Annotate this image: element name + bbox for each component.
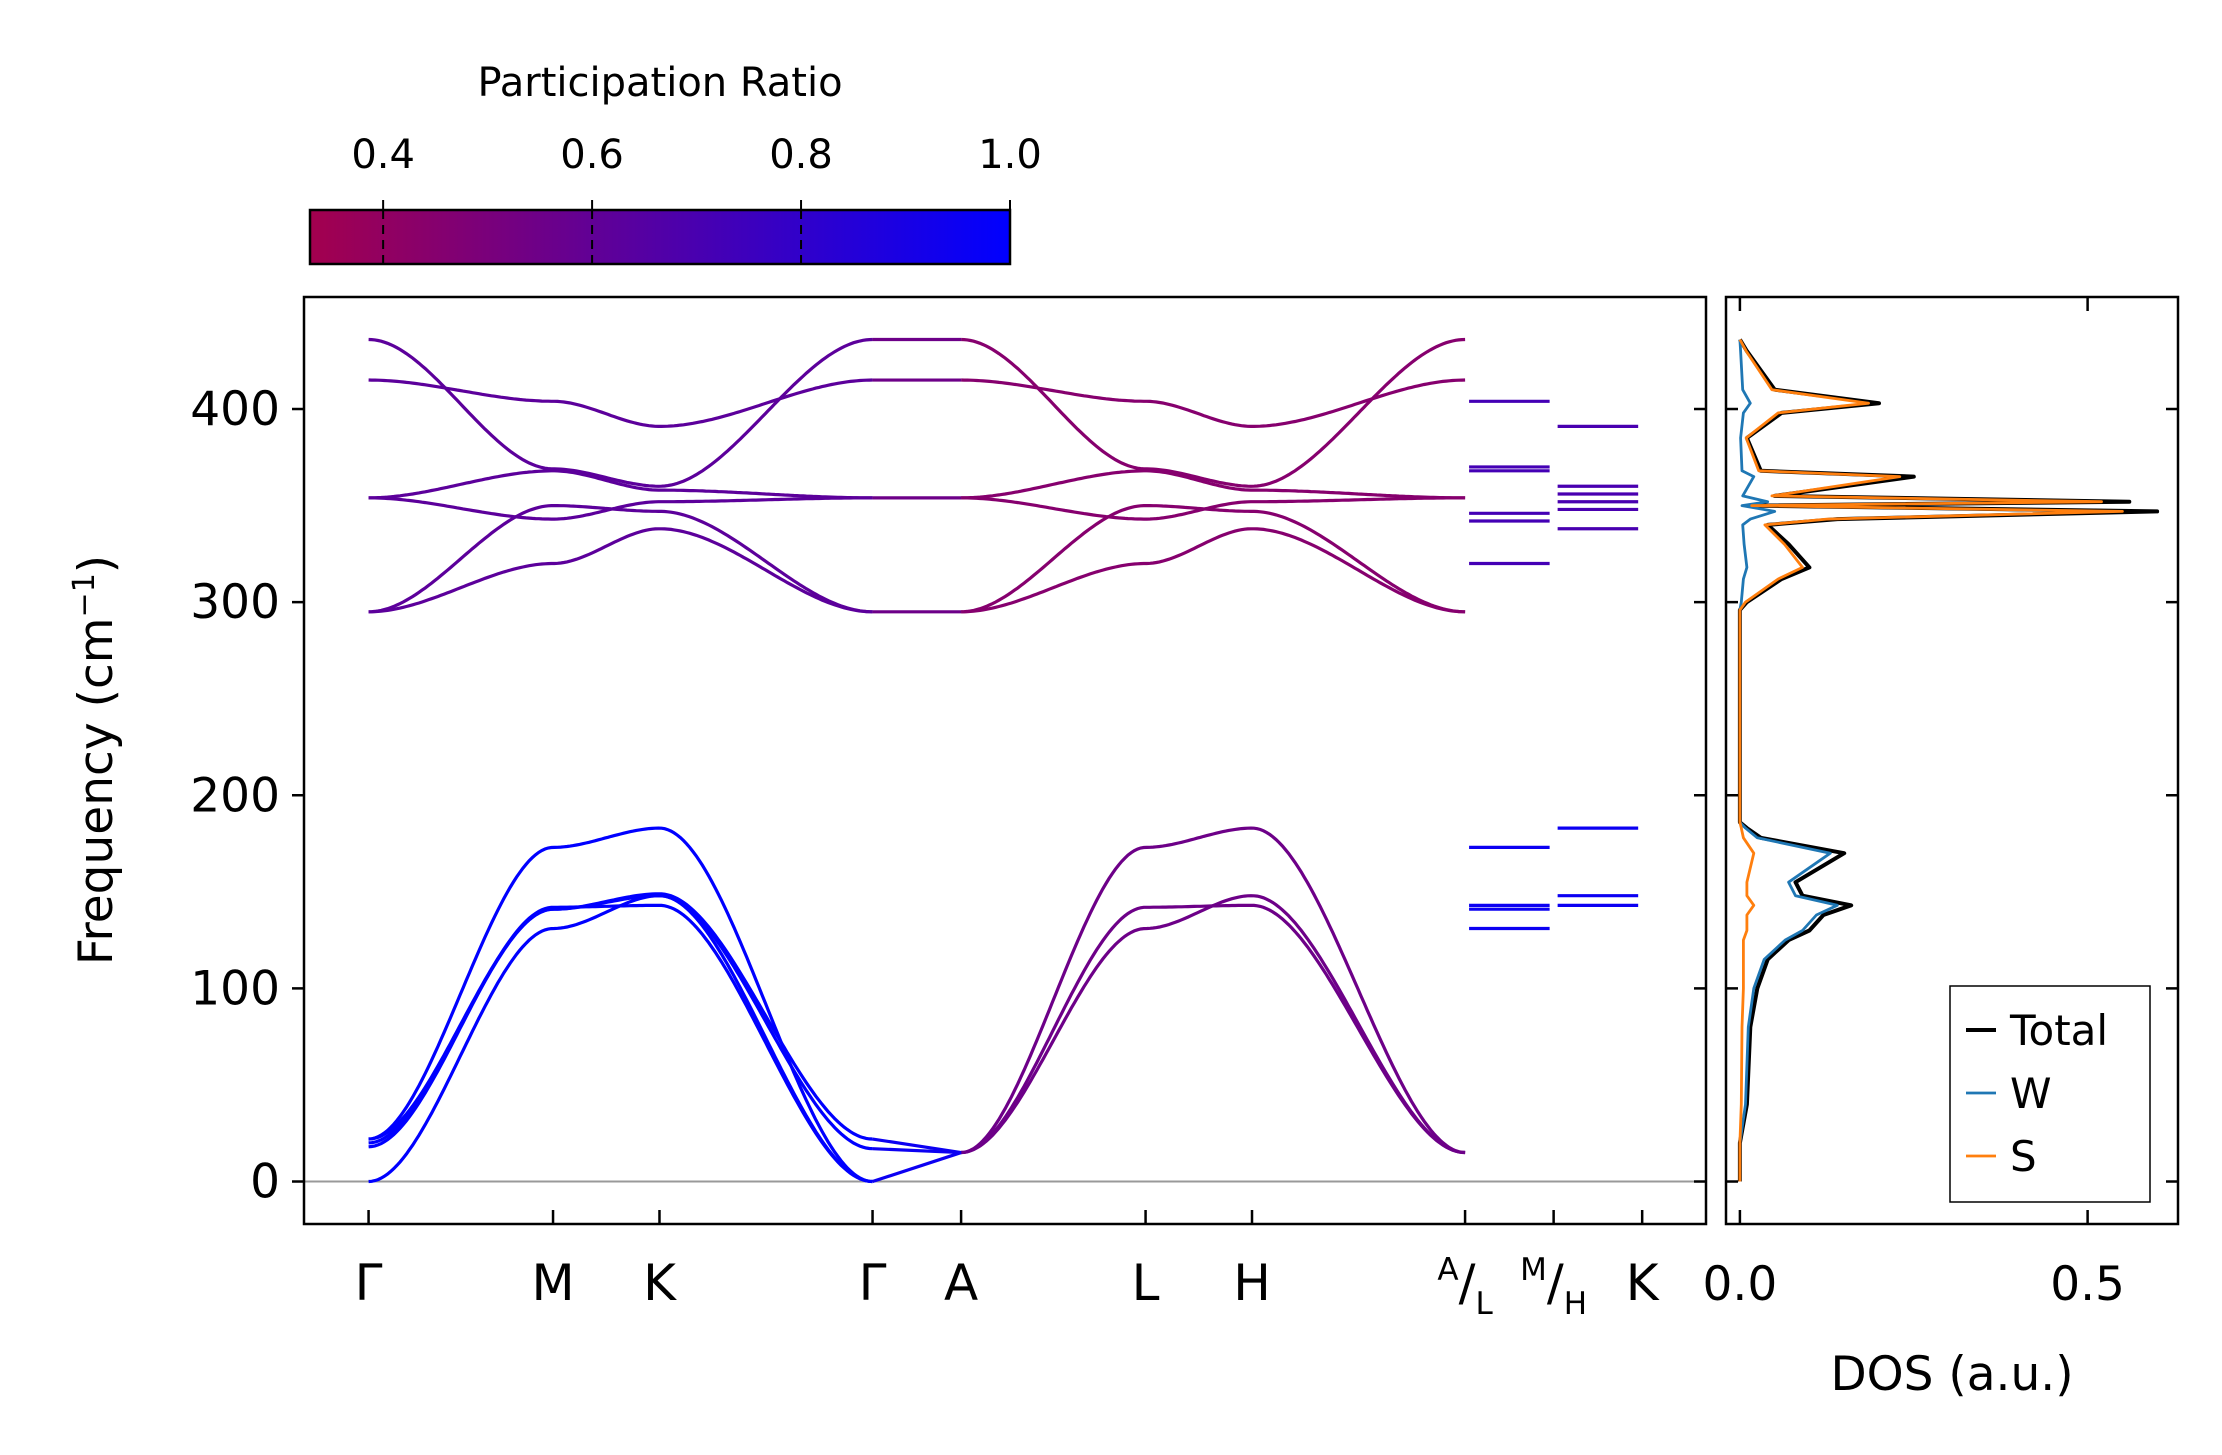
band-lines — [304, 337, 1706, 1184]
k-point-label: M — [531, 1254, 574, 1312]
dos-ticks: 0.0 0.5 — [1694, 297, 2178, 1312]
y-tick-label: 100 — [190, 961, 280, 1016]
k-point-label: K — [1626, 1254, 1660, 1312]
colorbar-gradient — [308, 208, 1012, 266]
dos-series-w — [1738, 339, 1839, 1182]
dos-x-tick-label: 0.5 — [2050, 1257, 2125, 1312]
optical-band — [961, 378, 1466, 428]
acoustic-band — [960, 826, 1466, 1155]
acoustic-band — [872, 1147, 962, 1155]
dos-axis-label: DOS (a.u.) — [1830, 1347, 2073, 1402]
colorbar-tick-label: 0.4 — [351, 132, 415, 178]
colorbar-tick-label: 0.6 — [560, 132, 624, 178]
acoustic-band — [368, 894, 873, 1151]
k-point-label: A/L — [1437, 1252, 1493, 1322]
optical-band — [961, 527, 1466, 614]
acoustic-band — [368, 894, 873, 1184]
legend-label: W — [2010, 1069, 2052, 1118]
k-point-label: Γ — [355, 1254, 383, 1312]
dos-series-s — [1738, 338, 2124, 1182]
colorbar-title: Participation Ratio — [477, 60, 842, 106]
optical-band — [961, 337, 1466, 488]
colorbar-tick-label: 0.8 — [769, 132, 833, 178]
y-tick-label: 400 — [190, 382, 280, 437]
k-point-label: Γ — [859, 1254, 887, 1312]
acoustic-band — [872, 1151, 962, 1184]
colorbar-tick-label: 1.0 — [978, 132, 1042, 178]
k-point-label: L — [1132, 1254, 1160, 1312]
optical-band — [368, 527, 873, 614]
dos-x-tick-label: 0.0 — [1703, 1257, 1778, 1312]
band-k-ticks: Γ M K Γ A L H A/LM/H K — [355, 1210, 1660, 1322]
acoustic-band — [872, 1137, 962, 1155]
optical-band — [961, 504, 1466, 614]
legend-label: S — [2010, 1132, 2037, 1181]
optical-band — [368, 496, 873, 521]
acoustic-band — [961, 894, 1466, 1155]
dos-lines — [1737, 338, 2160, 1182]
dos-legend: Total WS — [1949, 985, 2151, 1203]
optical-band — [961, 496, 1466, 521]
acoustic-band — [368, 892, 873, 1145]
optical-band — [961, 469, 1466, 500]
k-point-label: A — [944, 1254, 978, 1312]
colorbar-ticks: 0.4 0.6 0.8 1.0 — [351, 132, 1042, 264]
acoustic-band — [960, 903, 1466, 1155]
optical-band — [368, 337, 873, 488]
acoustic-band — [368, 903, 873, 1184]
band-axes-frame — [302, 295, 1708, 1226]
k-point-label: M/H — [1520, 1252, 1587, 1322]
optical-band — [368, 378, 873, 428]
optical-band — [368, 469, 873, 500]
band-y-ticks: 0 100 200 300 400 — [190, 382, 304, 1210]
y-tick-label: 300 — [190, 575, 280, 630]
optical-band — [368, 504, 873, 614]
frequency-axis-label: Frequency (cm−1) — [67, 555, 124, 965]
dos-axes-frame — [1724, 295, 2180, 1226]
y-tick-label: 0 — [250, 1155, 280, 1210]
colorbar: Participation Ratio 0.4 0.6 0.8 1.0 — [308, 60, 1042, 266]
y-tick-label: 200 — [190, 768, 280, 823]
k-point-label: H — [1233, 1254, 1271, 1312]
dos-panel: 0.0 0.5 DOS (a.u.) Total WS — [1694, 295, 2180, 1402]
acoustic-band — [368, 826, 873, 1184]
legend-label: Total — [2009, 1006, 2108, 1055]
k-point-label: K — [643, 1254, 677, 1312]
